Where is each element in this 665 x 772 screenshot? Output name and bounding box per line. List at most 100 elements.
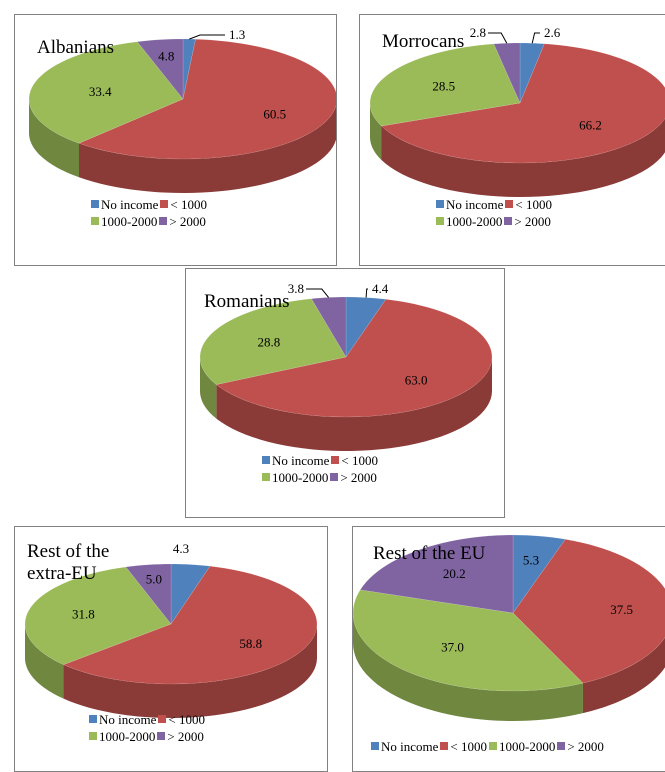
data-label: 63.0 [405,373,428,388]
pie-chart: 5.3 37.5 37.0 20.2 [353,534,665,721]
data-label: 5.0 [146,572,162,587]
chart-legend: No income < 1000 1000-2000 > 2000 [89,710,207,744]
pie-slice-side [582,637,665,714]
pie-slice-2000 [136,38,184,100]
legend-item: 1000-2000 [489,738,555,755]
leader-line [488,32,508,44]
data-label: 1.3 [229,27,245,42]
data-label: 37.0 [441,639,464,654]
pie-slice-no-income [512,534,566,614]
data-label: 28.5 [432,78,455,93]
legend-swatch [91,200,99,208]
pie-slice-side [25,624,64,699]
pie-slice-side [63,624,317,718]
chart-legend: No income < 1000 1000-2000 > 2000 [262,451,380,485]
legend-row: No income < 1000 [89,710,207,727]
pie-side-walls [353,613,665,721]
leader-line [365,288,368,298]
data-label: 66.2 [579,117,602,132]
legend-row: 1000-2000 > 2000 [262,468,380,485]
pie-slice-1000-2000 [369,43,521,127]
pie-slice-2000 [359,534,514,614]
leader-line [531,32,540,44]
legend-swatch [89,715,97,723]
legend-item: No income [262,452,329,469]
legend-item: 1000-2000 [436,213,502,230]
legend-swatch [440,742,449,750]
legend-item: < 1000 [440,738,487,755]
legend-label: 1000-2000 [272,469,329,485]
chart-panel-albanians: 1.3 60.5 33.4 4.8 Albanians No income < 1000… [14,14,337,266]
legend-item: < 1000 [160,196,207,213]
pie-side-walls [25,624,317,718]
pie-slice-no-income [170,563,211,625]
chart-title-line: extra-EU [27,563,97,584]
legend-label: > 2000 [514,213,551,229]
pie-slice-1000 [62,565,318,685]
pie-slice-1000-2000 [24,566,172,665]
legend-label: No income [381,738,439,754]
legend-item: < 1000 [158,711,205,728]
legend-swatch [159,217,168,225]
chart-panel-romanians: 4.4 63.0 28.8 3.8 Romanians No income < 1000… [185,268,505,518]
chart-panel-rest-eu: 5.3 37.5 37.0 20.2 Rest of the EU No income… [352,526,665,772]
chart-title: Romanians [204,291,290,312]
pie-slice-1000-2000 [199,298,347,385]
pie-slice-side [370,103,382,161]
legend-label: > 2000 [567,738,604,754]
pie-chart: 2.6 66.2 28.5 2.8 [369,25,665,197]
chart-panel-morrocans: 2.6 66.2 28.5 2.8 Morrocans No income < 1000… [359,14,665,266]
chart-title: Morrocans [382,31,465,52]
legend-item: > 2000 [159,213,206,230]
data-label: 20.2 [443,566,466,581]
legend-label: > 2000 [169,213,206,229]
pie-slice-2000 [125,563,172,625]
pie-slice-1000-2000 [353,589,584,692]
legend-item: > 2000 [504,213,551,230]
legend-swatch [158,715,167,723]
pie-slice-side [381,118,665,197]
pie-slice-1000 [512,539,665,684]
legend-label: 1000-2000 [99,728,156,744]
legend-swatch [557,742,566,750]
legend-item: 1000-2000 [89,728,155,745]
chart-title-line: Rest of the [27,541,110,562]
legend-item: 1000-2000 [262,469,328,486]
legend-swatch [89,732,97,740]
data-label: 4.3 [173,541,189,556]
legend-swatch [331,456,340,464]
legend-item: No income [371,738,438,755]
pie-slice-1000 [215,299,493,418]
pie-slice-side [29,99,79,178]
legend-label: < 1000 [515,196,552,212]
leader-line [189,34,225,40]
pie-slice-1000 [380,43,665,164]
pie-slice-1000-2000 [28,41,184,144]
legend-label: < 1000 [450,738,487,754]
pie-chart: 4.3 58.8 31.8 5.0 [24,541,318,718]
data-label: 31.8 [72,607,95,622]
legend-label: 1000-2000 [101,213,158,229]
legend-label: < 1000 [170,196,207,212]
legend-row: No income < 1000 1000-2000 > 2000 [371,737,606,754]
pie-slice-1000 [78,38,336,160]
legend-label: < 1000 [341,452,378,468]
legend-row: No income < 1000 [262,451,380,468]
legend-row: 1000-2000 > 2000 [89,727,207,744]
legend-swatch [160,200,169,208]
legend-item: < 1000 [505,196,552,213]
pie-slice-2000 [493,42,521,104]
legend-row: No income < 1000 [91,195,209,212]
legend-swatch [91,217,99,225]
legend-row: 1000-2000 > 2000 [436,212,554,229]
legend-label: No income [446,196,504,212]
legend-swatch [262,456,270,464]
legend-swatch [371,742,379,750]
pie-side-walls [29,99,336,193]
legend-label: No income [272,452,330,468]
legend-item: No income [89,711,156,728]
data-label: 2.8 [470,25,486,40]
legend-swatch [436,217,444,225]
chart-panel-rest-extra-eu: 4.3 58.8 31.8 5.0 Rest of the extra-EU No i… [14,526,328,772]
leader-line [306,288,329,298]
